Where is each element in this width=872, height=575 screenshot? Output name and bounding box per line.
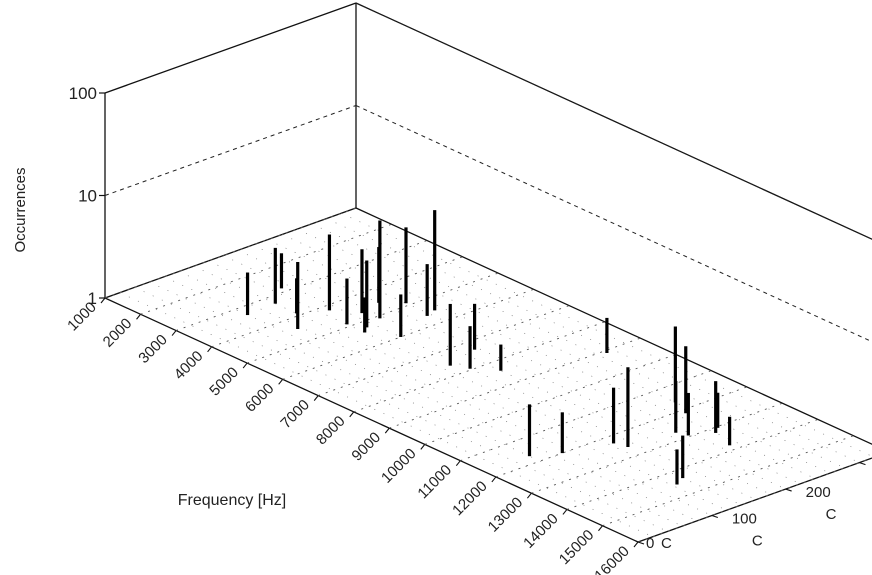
x-tick xyxy=(349,411,355,418)
back-wall-gridline xyxy=(355,105,872,343)
x-tick-label: 12000 xyxy=(449,478,491,520)
x-tick xyxy=(171,330,177,336)
x-tick-label: 10000 xyxy=(378,445,420,487)
x-tick-label: 14000 xyxy=(520,510,562,552)
y-tick-label: 100 xyxy=(69,84,97,103)
x-tick xyxy=(598,525,603,532)
z-tick xyxy=(859,462,866,466)
back-wall-gridline xyxy=(355,2,872,240)
x-tick-label: 9000 xyxy=(348,429,384,465)
z-tick-label: 100 xyxy=(732,511,757,528)
x-tick-label: 13000 xyxy=(485,494,527,536)
x-tick xyxy=(455,460,461,467)
x-tick-label: 4000 xyxy=(171,348,207,384)
chart-walls xyxy=(104,2,872,343)
x-tick xyxy=(633,541,639,548)
x-tick-label: 5000 xyxy=(206,364,242,400)
x-tick xyxy=(491,476,497,483)
z-tick xyxy=(785,488,792,492)
x-tick xyxy=(562,509,568,515)
z-tick-unit: C xyxy=(826,506,837,523)
z-tick xyxy=(711,515,718,519)
x-tick xyxy=(313,395,319,401)
x-tick xyxy=(420,444,426,450)
x-tick xyxy=(526,492,532,499)
y-tick-label: 1 xyxy=(88,289,97,308)
z-tick-unit: C xyxy=(661,535,672,552)
z-tick xyxy=(637,541,645,545)
x-tick-label: 2000 xyxy=(100,315,136,351)
x-tick-label: 3000 xyxy=(135,331,171,367)
y-tick-label: 10 xyxy=(78,187,97,206)
x-tick xyxy=(384,427,390,434)
x-tick-label: 11000 xyxy=(414,461,455,502)
x-tick xyxy=(207,346,213,353)
z-tick-label: 200 xyxy=(806,484,831,501)
x-tick xyxy=(242,362,248,369)
x-tick xyxy=(100,297,106,304)
x-tick-label: 16000 xyxy=(591,543,633,575)
x-tick-label: 6000 xyxy=(242,380,278,416)
left-wall-gridline xyxy=(104,105,357,196)
x-axis-title: Frequency [Hz] xyxy=(178,492,286,509)
left-wall-top-edge xyxy=(104,2,357,94)
z-tick-label: 0 xyxy=(646,535,654,552)
x-tick xyxy=(136,313,141,320)
x-tick xyxy=(278,378,284,385)
x-tick-label: 7000 xyxy=(277,396,313,432)
z-tick-unit: C xyxy=(752,533,763,550)
x-tick-label: 15000 xyxy=(556,527,598,569)
x-tick-label: 8000 xyxy=(313,413,349,449)
y-axis-title: Occurrences xyxy=(12,167,29,252)
chart-spikes xyxy=(245,210,732,485)
